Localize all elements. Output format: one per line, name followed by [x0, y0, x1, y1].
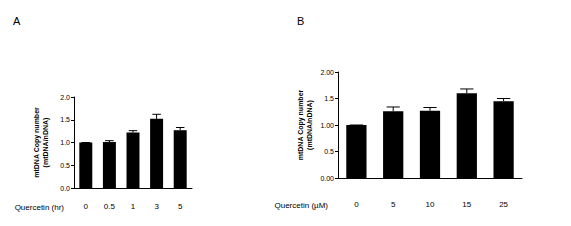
svg-text:(mtDNA/nDNA): (mtDNA/nDNA) [306, 100, 314, 150]
svg-text:A: A [13, 15, 21, 27]
svg-text:0: 0 [84, 202, 89, 211]
svg-text:3: 3 [154, 202, 159, 211]
svg-text:5: 5 [391, 200, 396, 209]
svg-text:B: B [297, 15, 304, 27]
svg-text:0.00: 0.00 [320, 175, 334, 182]
svg-text:2.00: 2.00 [320, 69, 334, 76]
svg-text:mtDNA Copy number: mtDNA Copy number [297, 89, 305, 160]
svg-text:Quercetin (µM): Quercetin (µM) [274, 201, 328, 210]
svg-text:25: 25 [499, 200, 508, 209]
svg-text:0: 0 [354, 200, 359, 209]
svg-text:1.5: 1.5 [324, 95, 334, 102]
svg-text:1: 1 [131, 202, 136, 211]
svg-text:1.0: 1.0 [60, 139, 70, 146]
svg-text:0.0: 0.0 [60, 185, 70, 192]
svg-text:2.0: 2.0 [60, 94, 70, 101]
svg-text:1.5: 1.5 [60, 116, 70, 123]
svg-text:0.5: 0.5 [60, 162, 70, 169]
svg-text:Quercetin (hr): Quercetin (hr) [15, 203, 65, 212]
svg-text:(mtDNA/nDNA): (mtDNA/nDNA) [42, 118, 50, 168]
svg-text:15: 15 [462, 200, 471, 209]
svg-text:1.00: 1.00 [320, 122, 334, 129]
svg-text:0.5: 0.5 [324, 148, 334, 155]
svg-text:mtDNA Copy number: mtDNA Copy number [33, 107, 41, 178]
svg-text:5: 5 [178, 202, 183, 211]
svg-text:0.5: 0.5 [104, 202, 116, 211]
svg-text:10: 10 [426, 200, 435, 209]
